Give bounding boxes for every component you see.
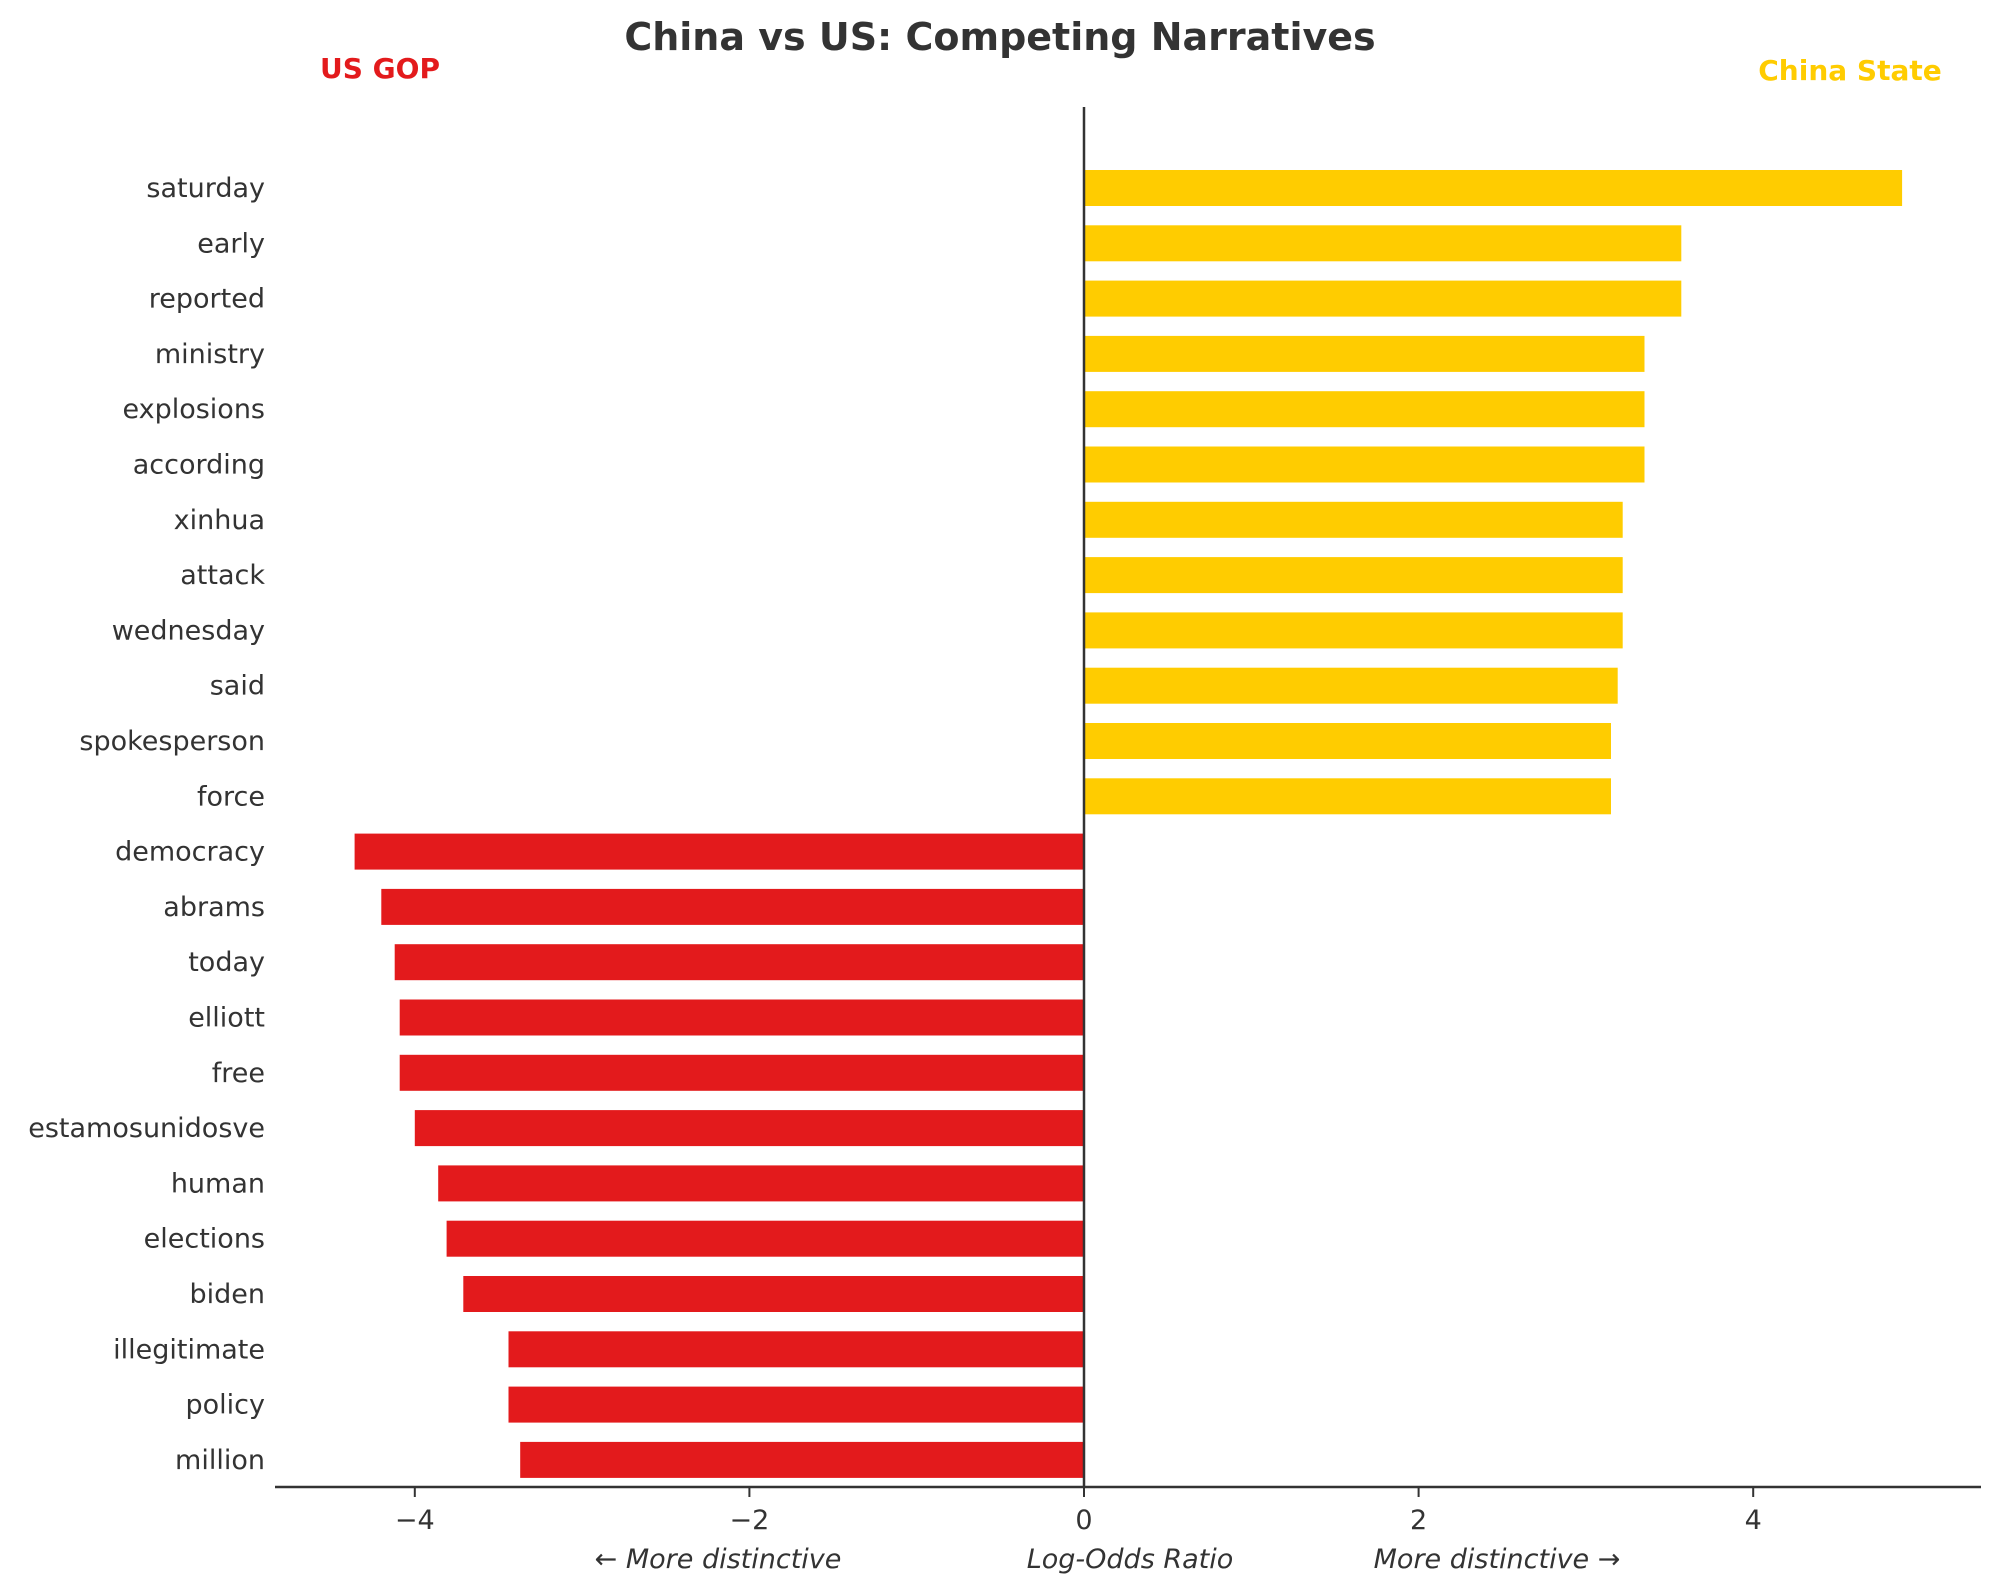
- y-label-attack: attack: [180, 560, 265, 591]
- y-label-abrams: abrams: [163, 892, 265, 923]
- x-axis-label: Log-Odds Ratio: [1027, 1544, 1234, 1575]
- left-group-label: US GOP: [320, 52, 440, 85]
- x-tick-label: 2: [1410, 1505, 1427, 1536]
- bar-force: [1084, 778, 1611, 815]
- x-ticks: −4 −2 0 2 4: [395, 1487, 1762, 1536]
- bar-saturday: [1084, 170, 1903, 206]
- bar-according: [1084, 446, 1645, 483]
- bar-today: [394, 944, 1084, 981]
- bar-biden: [463, 1276, 1084, 1312]
- bar-elections: [446, 1220, 1085, 1257]
- y-label-biden: biden: [189, 1279, 265, 1310]
- y-label-saturday: saturday: [146, 173, 265, 204]
- bar-illegitimate: [508, 1331, 1084, 1368]
- bar-abrams: [381, 888, 1084, 925]
- y-label-according: according: [133, 450, 265, 481]
- y-label-policy: policy: [186, 1390, 266, 1421]
- x-axis-label-right: More distinctive →: [1374, 1544, 1621, 1575]
- bar-million: [520, 1441, 1084, 1478]
- y-label-spokesperson: spokesperson: [79, 726, 265, 757]
- y-label-reported: reported: [149, 284, 265, 315]
- bar-reported: [1084, 280, 1682, 317]
- bar-elliott: [399, 999, 1084, 1036]
- y-label-elections: elections: [144, 1224, 265, 1255]
- y-label-explosions: explosions: [122, 394, 265, 425]
- bar-said: [1084, 667, 1618, 704]
- y-label-million: million: [175, 1445, 265, 1476]
- x-tick-label: −2: [729, 1505, 769, 1536]
- x-tick-label: 0: [1075, 1505, 1092, 1536]
- bar-early: [1084, 225, 1682, 262]
- y-label-democracy: democracy: [115, 837, 265, 868]
- x-tick-label: 4: [1745, 1505, 1762, 1536]
- y-label-early: early: [197, 228, 265, 259]
- y-label-illegitimate: illegitimate: [113, 1334, 265, 1365]
- bar-explosions: [1084, 391, 1645, 428]
- bars-group: [354, 170, 1903, 1478]
- bar-policy: [508, 1386, 1084, 1423]
- bar-ministry: [1084, 335, 1645, 372]
- y-label-elliott: elliott: [188, 1003, 265, 1034]
- y-label-said: said: [210, 671, 265, 702]
- y-label-wednesday: wednesday: [112, 615, 265, 646]
- y-label-force: force: [197, 781, 265, 812]
- bar-attack: [1084, 557, 1623, 594]
- bar-xinhua: [1084, 501, 1623, 538]
- y-label-xinhua: xinhua: [174, 505, 265, 536]
- y-label-ministry: ministry: [155, 339, 265, 370]
- right-group-label: China State: [1758, 54, 1941, 87]
- y-label-human: human: [171, 1168, 265, 1199]
- x-tick-label: −4: [395, 1505, 435, 1536]
- y-tick-labels: saturday early reported ministry explosions a…: [28, 173, 265, 1476]
- bar-free: [399, 1054, 1084, 1091]
- y-label-free: free: [212, 1058, 265, 1089]
- y-label-today: today: [188, 947, 265, 978]
- bar-estamosunidosve: [414, 1110, 1084, 1147]
- bar-democracy: [354, 833, 1085, 870]
- y-label-estamosunidosve: estamosunidosve: [28, 1113, 265, 1144]
- bar-wednesday: [1084, 612, 1623, 649]
- bar-spokesperson: [1084, 723, 1611, 759]
- bar-human: [438, 1165, 1084, 1202]
- x-axis-label-left: ← More distinctive: [595, 1544, 842, 1575]
- chart-title: China vs US: Competing Narratives: [624, 15, 1375, 59]
